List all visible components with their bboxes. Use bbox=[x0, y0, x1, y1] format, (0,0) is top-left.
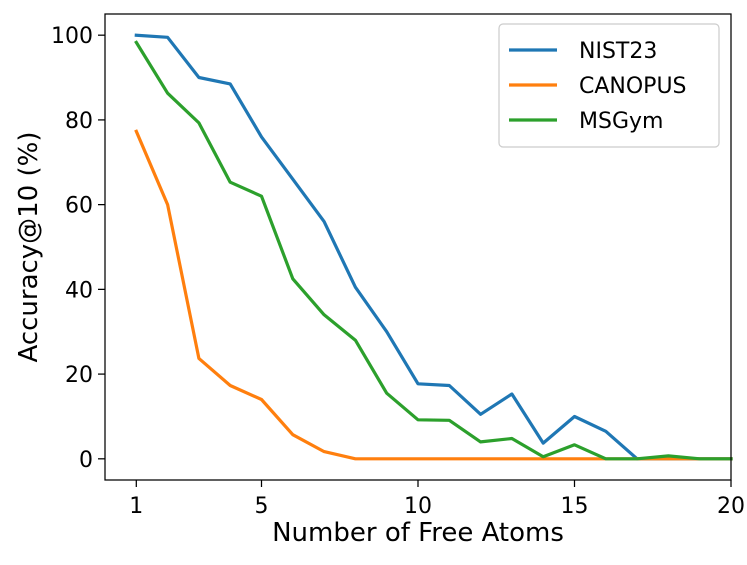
y-axis-ticks: 0 20 40 60 80 100 bbox=[51, 24, 105, 473]
x-tick-label: 10 bbox=[404, 494, 432, 519]
y-tick-label: 40 bbox=[65, 278, 93, 303]
x-tick-label: 15 bbox=[561, 494, 589, 519]
x-axis-ticks: 1 5 10 15 20 bbox=[129, 480, 745, 519]
x-tick-label: 5 bbox=[255, 494, 269, 519]
legend-label-canopus: CANOPUS bbox=[579, 74, 687, 99]
legend-label-msgym: MSGym bbox=[579, 109, 663, 134]
legend: NIST23 CANOPUS MSGym bbox=[498, 23, 720, 148]
x-tick-label: 20 bbox=[717, 494, 745, 519]
series-lines bbox=[134, 33, 733, 461]
series-line-nist23 bbox=[134, 33, 733, 461]
y-tick-label: 20 bbox=[65, 363, 93, 388]
legend-box bbox=[498, 23, 720, 148]
y-tick-label: 80 bbox=[65, 109, 93, 134]
x-axis-label: Number of Free Atoms bbox=[272, 518, 564, 548]
x-tick-label: 1 bbox=[129, 494, 143, 519]
y-tick-label: 100 bbox=[51, 24, 93, 49]
y-axis-label: Accuracy@10 (%) bbox=[14, 131, 44, 362]
legend-label-nist23: NIST23 bbox=[579, 39, 657, 64]
y-tick-label: 60 bbox=[65, 194, 93, 219]
series-line-canopus bbox=[134, 129, 733, 461]
y-tick-label: 0 bbox=[79, 448, 93, 473]
series-line-msgym bbox=[134, 40, 733, 461]
